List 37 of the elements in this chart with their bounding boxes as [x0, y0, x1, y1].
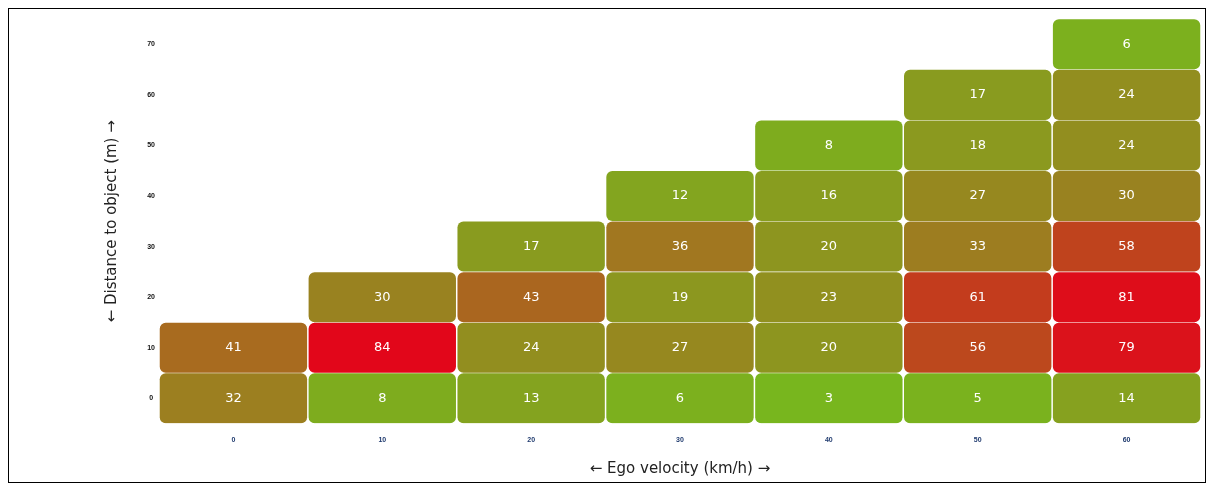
data-label: 14: [1118, 389, 1135, 405]
data-label: 17: [969, 86, 986, 102]
data-label: 79: [1118, 339, 1135, 355]
data-label: 30: [1118, 187, 1135, 203]
data-label: 19: [671, 288, 689, 304]
data-label: 84: [374, 339, 391, 355]
data-label: 32: [225, 389, 242, 405]
data-label: 20: [820, 237, 838, 253]
data-label: 56: [969, 339, 986, 355]
data-label: 8: [824, 136, 833, 152]
y-axis-title: ← Distance to object (m) →: [101, 120, 120, 323]
data-label: 6: [675, 389, 685, 405]
data-label: 58: [1118, 237, 1135, 253]
data-label: 24: [1118, 86, 1135, 102]
data-label: 33: [969, 237, 986, 253]
x-axis-title: ← Ego velocity (km/h) →: [589, 458, 771, 477]
data-label: 3: [824, 389, 833, 405]
data-label: 23: [820, 288, 838, 304]
data-label: 24: [522, 339, 540, 355]
data-label: 16: [820, 187, 838, 203]
data-label: 8: [378, 389, 387, 405]
data-label: 24: [1118, 136, 1135, 152]
data-label: 17: [522, 237, 540, 253]
data-label: 30: [374, 288, 391, 304]
data-label: 41: [225, 339, 242, 355]
data-label: 36: [671, 237, 689, 253]
data-label: 61: [969, 288, 986, 304]
data-label: 13: [522, 389, 540, 405]
data-label: 43: [522, 288, 540, 304]
data-label: 12: [671, 187, 689, 203]
data-label: 20: [820, 339, 838, 355]
data-label: 18: [969, 136, 986, 152]
data-label: 5: [973, 389, 982, 405]
data-label: 6: [1122, 35, 1131, 51]
data-label: 27: [671, 339, 689, 355]
data-label: 27: [969, 187, 986, 203]
data-label: 81: [1118, 288, 1135, 304]
